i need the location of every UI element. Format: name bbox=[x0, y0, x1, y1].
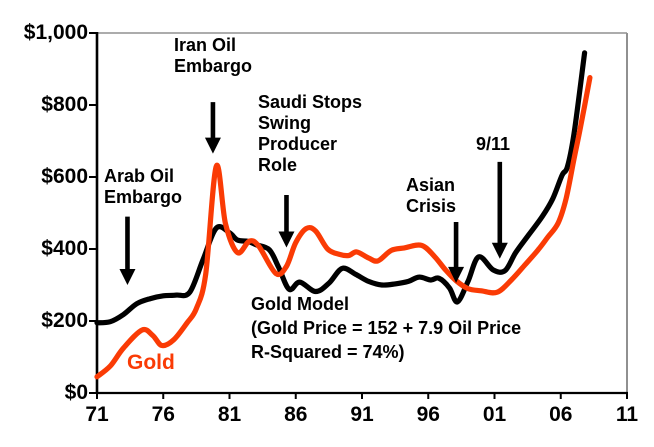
series-line-gold-model bbox=[94, 50, 588, 326]
arrow-head-nine-eleven bbox=[491, 242, 508, 259]
annotation-9-11: 9/11 bbox=[476, 134, 511, 154]
y-axis-label-800: $800 bbox=[41, 93, 88, 116]
y-axis-label-400: $400 bbox=[41, 237, 88, 260]
arrow-head-arab-oil-embargo bbox=[119, 269, 136, 285]
x-axis-label-91: 91 bbox=[350, 403, 374, 426]
x-axis-label-06: 06 bbox=[549, 403, 573, 426]
annotation-asian-crisis: Asian Crisis bbox=[406, 175, 457, 216]
gold-series-label: Gold bbox=[127, 351, 175, 374]
arrow-head-asian-crisis bbox=[448, 266, 465, 283]
arrow-head-saudi-swing bbox=[278, 231, 295, 248]
x-axis-label-71: 71 bbox=[85, 403, 109, 426]
annotation-saudi-stops-swing-producer-role: Saudi Stops Swing Producer Role bbox=[258, 92, 363, 175]
x-axis-label-01: 01 bbox=[482, 403, 507, 426]
x-axis-label-76: 76 bbox=[151, 403, 175, 426]
y-axis-label-1000: $1,000 bbox=[23, 21, 88, 44]
annotation-gold-model-equation: Gold Model (Gold Price = 152 + 7.9 Oil P… bbox=[251, 294, 522, 362]
series-line-gold bbox=[94, 75, 593, 380]
annotation-arab-oil-embargo: Arab Oil Embargo bbox=[104, 166, 183, 207]
y-axis-label-200: $200 bbox=[41, 309, 88, 332]
annotation-iran-oil-embargo: Iran Oil Embargo bbox=[174, 35, 253, 76]
x-axis-label-96: 96 bbox=[416, 403, 440, 426]
x-axis-label-81: 81 bbox=[217, 403, 242, 426]
x-axis-label-86: 86 bbox=[284, 403, 308, 426]
y-axis-label-0: $0 bbox=[64, 381, 88, 404]
x-axis-label-11: 11 bbox=[615, 403, 639, 426]
y-axis-label-600: $600 bbox=[41, 165, 88, 188]
arrow-head-iran-oil-embargo bbox=[204, 137, 221, 154]
